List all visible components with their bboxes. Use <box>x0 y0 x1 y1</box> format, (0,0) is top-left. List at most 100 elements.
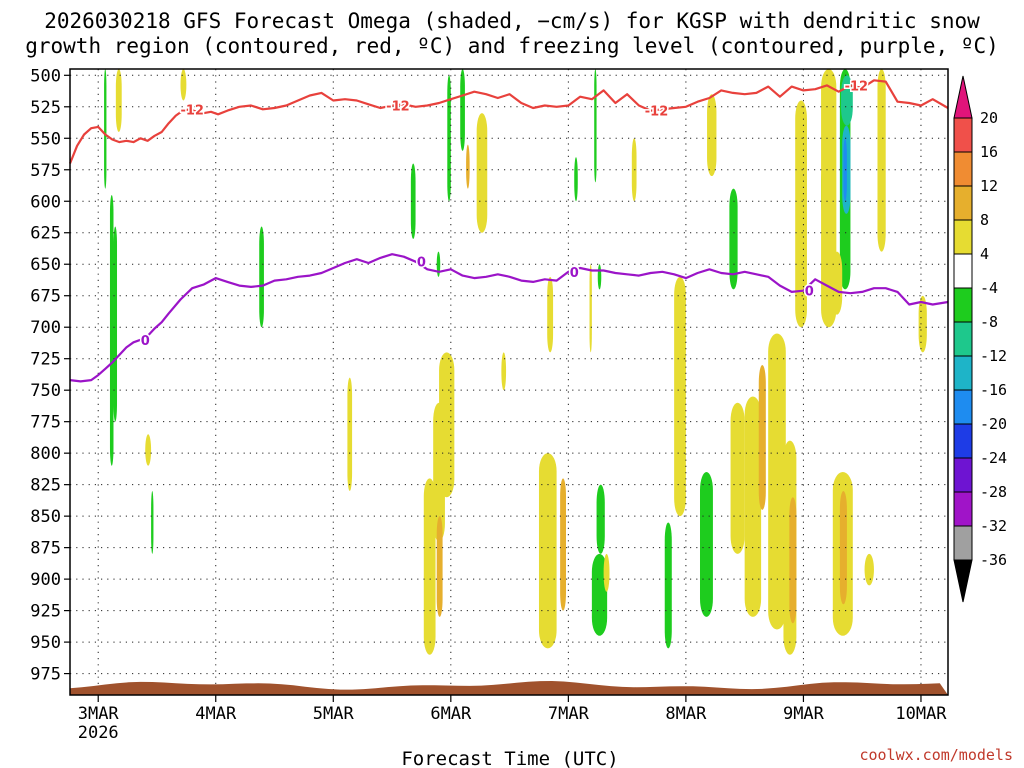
omega-region-11 <box>597 264 602 290</box>
omega-region-54 <box>839 490 847 605</box>
omega-region-22 <box>115 69 122 132</box>
colorbar: 20 16 12 8 4 -4 -8 -12 -16 -20 -24 -28 -32 -36 <box>953 75 1007 603</box>
surface-band <box>70 681 948 695</box>
omega-region-26 <box>423 478 436 655</box>
contour-label-0-3: -12 <box>845 79 869 94</box>
omega-region-51 <box>560 478 567 611</box>
colorbar-label-3: 8 <box>980 211 989 229</box>
x-tick-label-3: 6MAR <box>430 704 472 724</box>
omega-region-31 <box>538 453 557 649</box>
colorbar-swatch-m8_m4 <box>953 287 973 323</box>
contour-line-1 <box>69 253 949 383</box>
colorbar-swatch-m4_4 <box>953 253 973 289</box>
y-tick-label-7: 675 <box>30 287 61 307</box>
omega-region-36 <box>674 276 686 517</box>
colorbar-swatch-m24_m20 <box>953 423 973 459</box>
omega-region-35 <box>631 138 637 202</box>
colorbar-label-2: 12 <box>980 177 998 195</box>
colorbar-label-6: -8 <box>980 313 998 331</box>
gridlines <box>70 69 948 695</box>
x-tick-label-6: 9MAR <box>783 704 825 724</box>
credit-text: coolwx.com/models <box>859 746 1013 764</box>
colorbar-label-5: -4 <box>980 279 998 297</box>
colorbar-label-13: -36 <box>980 551 1007 569</box>
colorbar-swatch-m16_m12 <box>953 355 973 391</box>
y-tick-label-9: 725 <box>30 350 61 370</box>
omega-region-30 <box>501 352 507 391</box>
contour-label-1-1: 0 <box>417 256 426 271</box>
omega-region-25 <box>347 377 353 491</box>
y-tick-label-14: 850 <box>30 507 61 527</box>
y-tick-label-5: 625 <box>30 224 61 244</box>
y-tick-label-0: 500 <box>30 66 61 86</box>
y-axis: 500 525 550 575 600 625 650 675 700 725 750 775 800 8… <box>30 66 70 685</box>
omega-region-9 <box>591 553 608 636</box>
contour-line-0 <box>68 79 949 164</box>
contour-label-0-0: -12 <box>180 103 204 118</box>
colorbar-label-4: 4 <box>980 245 989 263</box>
omega-region-37 <box>707 94 717 177</box>
y-tick-label-17: 925 <box>30 602 61 622</box>
colorbar-label-0: 20 <box>980 109 998 127</box>
y-tick-label-18: 950 <box>30 633 61 653</box>
y-tick-label-16: 900 <box>30 570 61 590</box>
colorbar-label-10: -24 <box>980 449 1007 467</box>
omega-region-39 <box>744 396 762 617</box>
y-tick-label-1: 525 <box>30 98 61 118</box>
omega-region-53 <box>789 497 797 624</box>
x-tick-label-2: 5MAR <box>313 704 355 724</box>
omega-region-8 <box>460 69 465 151</box>
colorbar-label-9: -20 <box>980 415 1007 433</box>
y-tick-label-12: 800 <box>30 444 61 464</box>
x-tick-year: 2026 <box>78 723 119 743</box>
omega-region-12 <box>594 69 597 183</box>
omega-region-46 <box>864 553 874 586</box>
omega-region-2 <box>113 226 118 422</box>
omega-region-43 <box>795 100 807 328</box>
y-tick-label-10: 750 <box>30 381 61 401</box>
colorbar-swatch-m12_m8 <box>953 321 973 357</box>
y-tick-label-15: 875 <box>30 539 61 559</box>
omega-region-5 <box>410 163 416 240</box>
omega-region-38 <box>730 402 745 554</box>
omega-region-1 <box>109 194 114 466</box>
colorbar-label-8: -16 <box>980 381 1007 399</box>
omega-region-40 <box>768 333 786 630</box>
omega-region-34 <box>603 553 610 592</box>
omega-region-29 <box>476 113 488 233</box>
terrain-surface <box>70 681 948 695</box>
x-tick-label-1: 4MAR <box>195 704 237 724</box>
y-tick-label-19: 975 <box>30 665 61 685</box>
omega-region-47 <box>877 69 886 252</box>
contour-label-1-0: 0 <box>141 334 150 349</box>
contour-label-0-1: -12 <box>386 100 410 115</box>
omega-region-14 <box>664 522 672 649</box>
colorbar-swatch-m36_m32 <box>953 525 973 561</box>
colorbar-swatch-12_16 <box>953 151 973 187</box>
omega-region-52 <box>758 364 766 510</box>
colorbar-label-7: -12 <box>980 347 1007 365</box>
y-tick-label-8: 700 <box>30 318 61 338</box>
omega-region-33 <box>589 264 592 353</box>
y-tick-label-11: 775 <box>30 413 61 433</box>
colorbar-swatch-8_12 <box>953 185 973 221</box>
x-axis-label: Forecast Time (UTC) <box>401 748 618 768</box>
colorbar-swatch-4_8 <box>953 219 973 255</box>
omega-region-15 <box>699 472 713 617</box>
x-tick-label-0: 3MAR <box>78 704 120 724</box>
x-tick-label-4: 7MAR <box>548 704 590 724</box>
omega-region-3 <box>151 490 154 554</box>
omega-region-49 <box>436 516 443 617</box>
colorbar-swatch-m20_m16 <box>953 389 973 425</box>
omega-region-10 <box>596 484 605 554</box>
contour-label-1-2: 0 <box>570 266 579 281</box>
plot-frame <box>69 68 949 696</box>
omega-region-23 <box>180 69 187 101</box>
colorbar-bottom-arrow <box>953 559 973 603</box>
omega-region-44 <box>831 251 843 315</box>
omega-region-6 <box>436 251 441 277</box>
omega-shading <box>104 69 927 655</box>
x-tick-label-5: 8MAR <box>665 704 707 724</box>
omega-region-0 <box>104 69 107 189</box>
